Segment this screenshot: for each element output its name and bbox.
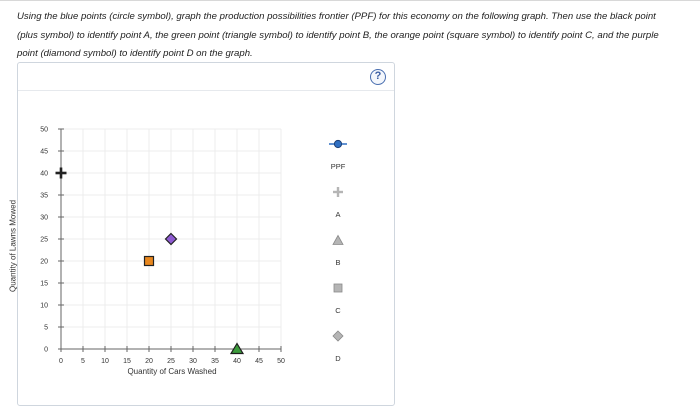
x-axis-label: Quantity of Cars Washed	[127, 367, 217, 376]
point-d-tool[interactable]	[328, 329, 348, 343]
y-tick-label: 30	[40, 215, 48, 222]
x-tick-label: 10	[101, 358, 109, 365]
x-tick-label: 5	[81, 358, 85, 365]
point-a-tool[interactable]	[328, 185, 348, 199]
diamond-icon	[332, 330, 344, 342]
y-tick-label: 10	[40, 303, 48, 310]
top-divider	[0, 0, 700, 1]
point-c-tool-label: C	[335, 306, 341, 315]
y-tick-label: 5	[44, 325, 48, 332]
point-a-tool-label: A	[335, 210, 341, 219]
y-tick-label: 15	[40, 281, 48, 288]
point-d-diamond[interactable]	[164, 232, 178, 246]
point-b-triangle[interactable]	[229, 342, 245, 355]
y-tick-label: 25	[40, 237, 48, 244]
triangle-icon	[332, 234, 344, 245]
panel-header: ?	[18, 63, 394, 91]
point-b-tool[interactable]	[328, 233, 348, 247]
ppf-tool-label: PPF	[330, 162, 346, 171]
y-tick-label: 35	[40, 193, 48, 200]
y-tick-label: 50	[40, 127, 48, 134]
x-tick-label: 20	[145, 358, 153, 365]
x-tick-label: 0	[59, 358, 63, 365]
y-tick-label: 45	[40, 149, 48, 156]
x-tick-label: 25	[167, 358, 175, 365]
circle-line-icon	[329, 139, 347, 149]
instructions-text: Using the blue points (circle symbol), g…	[17, 11, 659, 59]
y-tick-label: 0	[44, 347, 48, 354]
y-tick-label: 40	[40, 171, 48, 178]
tick-labels: 0 5 10 15 20 25 30 35 40 45 50 0 5 10 15 20 25 30 35 40 45 50	[40, 127, 285, 366]
square-icon	[333, 283, 343, 293]
point-d-tool-label: D	[335, 354, 341, 363]
x-tick-label: 15	[123, 358, 131, 365]
x-tick-label: 35	[211, 358, 219, 365]
axes	[58, 128, 282, 352]
ppf-tool[interactable]	[328, 137, 348, 151]
x-tick-label: 50	[277, 358, 285, 365]
y-axis-label: Quantity of Lawns Mowed	[8, 199, 18, 293]
point-b-tool-label: B	[335, 258, 341, 267]
point-c-tool[interactable]	[328, 281, 348, 295]
x-tick-label: 45	[255, 358, 263, 365]
y-tick-label: 20	[40, 259, 48, 266]
x-tick-label: 40	[233, 358, 241, 365]
plotted-points	[55, 167, 245, 355]
plus-icon	[333, 187, 343, 197]
point-a-plus[interactable]	[55, 167, 67, 179]
help-button[interactable]: ?	[370, 69, 386, 85]
point-c-square[interactable]	[143, 255, 155, 267]
x-tick-label: 30	[189, 358, 197, 365]
